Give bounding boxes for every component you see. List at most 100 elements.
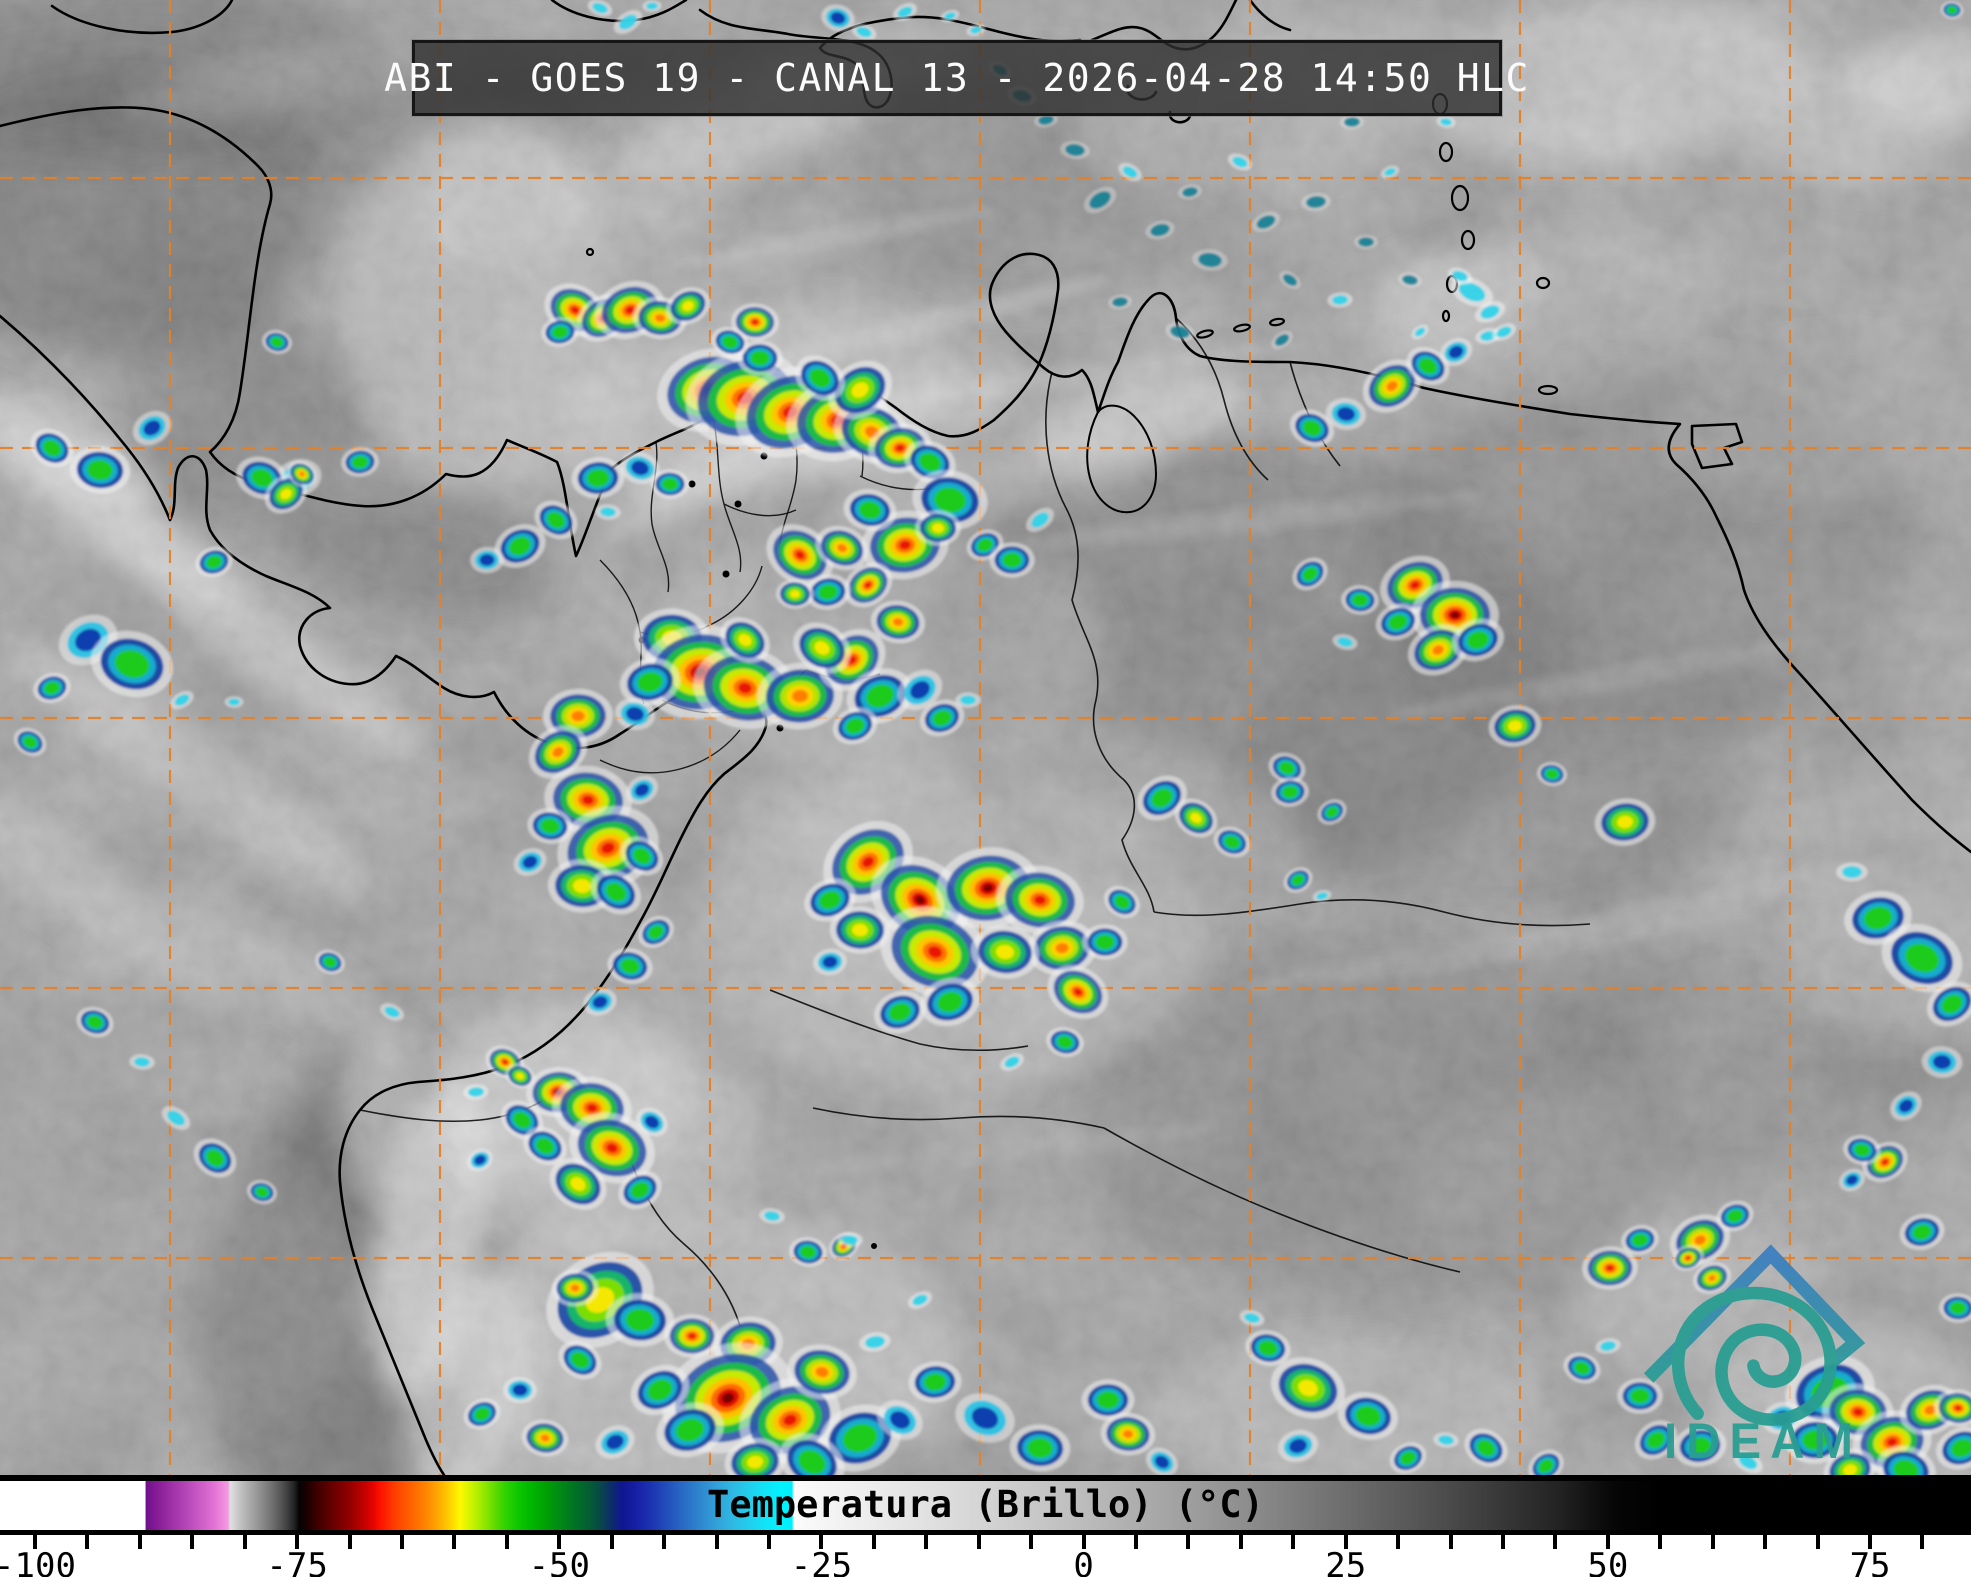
convective-cell-g xyxy=(1876,1445,1936,1475)
convective-cell-r xyxy=(731,303,779,341)
colorbar-tick xyxy=(1029,1535,1034,1549)
convective-cell-g xyxy=(805,574,851,610)
convective-cell-c xyxy=(1450,276,1494,308)
convective-cell-y xyxy=(666,287,710,325)
colorbar-tick-label: -25 xyxy=(790,1546,853,1577)
convective-cell-c xyxy=(955,692,981,708)
convective-cell-c xyxy=(1411,324,1429,340)
convective-cell-o xyxy=(870,600,926,644)
convective-cell-b xyxy=(1921,1046,1963,1078)
colorbar-tick xyxy=(137,1535,142,1549)
colorbar-tick xyxy=(1134,1535,1139,1549)
convective-cell-o xyxy=(287,460,317,488)
colorbar-tick xyxy=(1448,1535,1453,1549)
convective-cell-b xyxy=(636,1107,668,1137)
convective-cell-g xyxy=(779,1433,845,1475)
convective-cell-b xyxy=(1439,337,1473,367)
convective-cell-b xyxy=(1325,398,1367,430)
colorbar-tick-label: 50 xyxy=(1587,1546,1629,1577)
convective-cell-c xyxy=(1239,1309,1265,1327)
convective-cell-g xyxy=(618,1170,662,1210)
convective-cell-g xyxy=(261,329,293,355)
convective-cell-c xyxy=(1000,1053,1024,1071)
convective-cell-g xyxy=(630,1364,690,1416)
convective-cell-y xyxy=(505,1063,535,1089)
satellite-image xyxy=(0,0,1971,1475)
colorbar-tick xyxy=(1396,1535,1401,1549)
title-overlay: ABI - GOES 19 - CANAL 13 - 2026-04-28 14… xyxy=(384,40,1528,116)
convective-cell-y xyxy=(724,1438,786,1475)
colorbar-tick xyxy=(452,1535,457,1549)
convective-cell-g xyxy=(651,469,689,499)
convective-cell-g xyxy=(1881,923,1963,993)
convective-cell-g xyxy=(605,1293,675,1347)
colorbar-tick-label: -100 xyxy=(0,1546,76,1577)
convective-cell-c xyxy=(1474,301,1506,323)
colorbar-tick xyxy=(557,1535,562,1549)
colorbar-tick xyxy=(1501,1535,1506,1549)
convective-cell-b xyxy=(897,669,943,711)
convective-cell-g xyxy=(1213,826,1251,858)
colorbar-tick-label: 0 xyxy=(1073,1546,1094,1577)
colorbar-tick xyxy=(1186,1535,1191,1549)
convective-cell-o xyxy=(757,662,843,730)
convective-cell-c xyxy=(851,23,877,41)
convective-cell-y xyxy=(1488,705,1542,747)
convective-cell-o xyxy=(521,1419,569,1457)
convective-cell-g xyxy=(908,1361,962,1403)
convective-cell-b xyxy=(513,848,547,876)
convective-cell-g xyxy=(920,977,980,1027)
logo-mountain xyxy=(1643,1244,1866,1383)
convective-cell-g xyxy=(607,947,653,985)
convective-cell-c xyxy=(1436,116,1456,128)
convective-cell-c xyxy=(595,504,621,520)
convective-cell-y xyxy=(1174,798,1218,838)
graticule-layer xyxy=(0,0,1971,1475)
convective-cell-r xyxy=(868,422,932,474)
convective-cell-g xyxy=(1634,1420,1678,1460)
convective-cell-g xyxy=(832,707,878,745)
convective-cell-t xyxy=(1192,249,1228,271)
convective-cell-r xyxy=(1047,965,1109,1019)
convective-cell-c xyxy=(940,9,960,23)
colorbar-tick xyxy=(400,1535,404,1549)
convective-cell-r xyxy=(880,906,990,998)
convective-cell-y xyxy=(720,617,770,663)
convective-cell-c xyxy=(379,1003,405,1021)
convection-layer xyxy=(13,0,1971,1475)
convective-cell-o xyxy=(528,725,588,779)
convective-cell-o xyxy=(1362,359,1422,413)
convective-cell-g xyxy=(534,500,578,540)
convective-cell-g xyxy=(1451,618,1505,662)
convective-cell-c xyxy=(1327,292,1353,308)
convective-cell-t xyxy=(1145,220,1175,240)
convective-cell-b xyxy=(1839,1168,1865,1192)
colorbar-tick xyxy=(714,1535,719,1549)
convective-cell-g xyxy=(1009,1424,1071,1472)
convective-cell-g xyxy=(1245,1329,1291,1367)
convective-cell-g xyxy=(33,672,71,704)
convective-cell-t xyxy=(1340,114,1364,130)
convective-cell-g xyxy=(1926,981,1971,1027)
convective-cell-c xyxy=(1491,323,1517,341)
convective-cell-g xyxy=(919,699,965,737)
colorbar-tick xyxy=(1081,1535,1086,1549)
convective-cell-b xyxy=(583,988,617,1016)
convective-cell-g xyxy=(843,489,897,531)
convective-cell-o xyxy=(551,1269,599,1307)
convective-cell-g xyxy=(620,836,664,876)
convective-cell-r xyxy=(996,865,1084,935)
convective-cell-g xyxy=(1271,777,1309,807)
convective-cell-b xyxy=(614,697,656,731)
convective-cell-g xyxy=(1563,1352,1601,1384)
convective-cell-b xyxy=(821,4,855,32)
convective-cell-g xyxy=(30,428,74,468)
convective-cell-g xyxy=(463,1398,501,1430)
title-text: ABI - GOES 19 - CANAL 13 - 2026-04-28 14… xyxy=(384,56,1530,100)
convective-cell-g xyxy=(341,447,379,477)
colorbar-tick xyxy=(871,1535,876,1549)
convective-cell-g xyxy=(1939,1293,1971,1323)
colorbar-tick-label: 75 xyxy=(1849,1546,1891,1577)
convective-cell-b xyxy=(595,1425,635,1459)
convective-cell-g xyxy=(1673,1425,1727,1467)
